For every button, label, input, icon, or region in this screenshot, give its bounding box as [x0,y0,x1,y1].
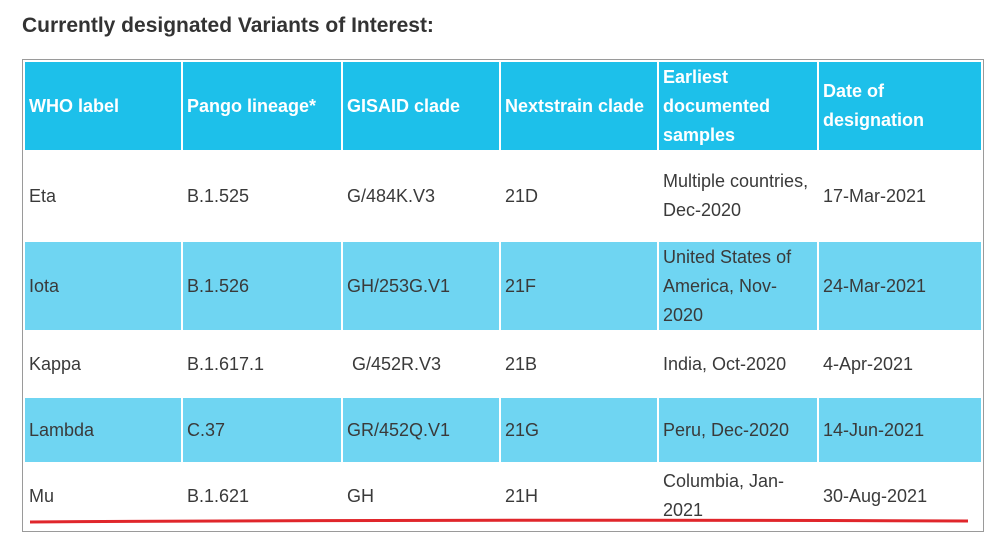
cell-nextstrain-clade: 21G [501,398,659,464]
header-pango-lineage: Pango lineage* [183,62,343,152]
cell-who-label: Kappa [25,332,183,398]
cell-nextstrain-clade: 21B [501,332,659,398]
cell-date-designation: 14-Jun-2021 [819,398,981,464]
table-row: Kappa B.1.617.1 G/452R.V3 21B India, Oct… [25,332,981,398]
cell-earliest-samples: United States of America, Nov-2020 [659,242,819,332]
variants-of-interest-table: WHO label Pango lineage* GISAID clade Ne… [25,62,981,530]
table-row: Lambda C.37 GR/452Q.V1 21G Peru, Dec-202… [25,398,981,464]
cell-gisaid-clade: G/484K.V3 [343,152,501,242]
cell-gisaid-clade: GH/253G.V1 [343,242,501,332]
page-title: Currently designated Variants of Interes… [22,14,434,37]
variants-table-frame: WHO label Pango lineage* GISAID clade Ne… [22,59,984,532]
cell-who-label: Iota [25,242,183,332]
cell-earliest-samples: India, Oct-2020 [659,332,819,398]
cell-date-designation: 17-Mar-2021 [819,152,981,242]
cell-nextstrain-clade: 21D [501,152,659,242]
header-earliest-samples: Earliest documented samples [659,62,819,152]
table-row: Eta B.1.525 G/484K.V3 21D Multiple count… [25,152,981,242]
red-underline-stroke [30,518,968,524]
header-gisaid-clade: GISAID clade [343,62,501,152]
cell-nextstrain-clade: 21F [501,242,659,332]
header-nextstrain-clade: Nextstrain clade [501,62,659,152]
header-who-label: WHO label [25,62,183,152]
header-date-designation: Date of designation [819,62,981,152]
cell-pango-lineage: B.1.621 [183,464,343,530]
cell-pango-lineage: C.37 [183,398,343,464]
cell-gisaid-clade: GR/452Q.V1 [343,398,501,464]
cell-who-label: Mu [25,464,183,530]
cell-date-designation: 30-Aug-2021 [819,464,981,530]
cell-date-designation: 4-Apr-2021 [819,332,981,398]
cell-who-label: Eta [25,152,183,242]
cell-gisaid-clade: G/452R.V3 [343,332,501,398]
cell-pango-lineage: B.1.525 [183,152,343,242]
cell-pango-lineage: B.1.617.1 [183,332,343,398]
red-underline-annotation [30,518,968,524]
cell-who-label: Lambda [25,398,183,464]
table-header-row: WHO label Pango lineage* GISAID clade Ne… [25,62,981,152]
cell-date-designation: 24-Mar-2021 [819,242,981,332]
table-row: Iota B.1.526 GH/253G.V1 21F United State… [25,242,981,332]
cell-earliest-samples: Multiple countries, Dec-2020 [659,152,819,242]
cell-pango-lineage: B.1.526 [183,242,343,332]
cell-earliest-samples: Peru, Dec-2020 [659,398,819,464]
